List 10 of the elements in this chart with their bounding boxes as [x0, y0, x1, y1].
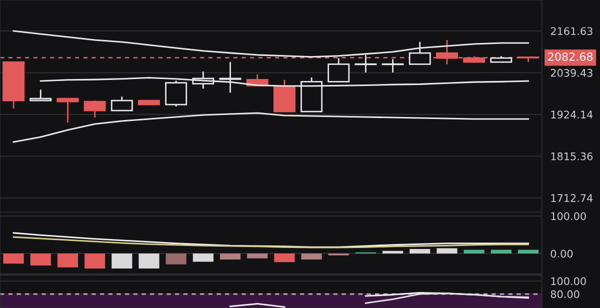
- y-tick-label: 1815.36: [551, 152, 593, 160]
- y-tick-label: 100.00: [551, 277, 586, 286]
- y-tick-label: 1924.14: [551, 110, 593, 119]
- y-tick-label: 1712.74: [551, 194, 593, 202]
- y-tick-label: 0.00: [550, 250, 573, 258]
- y-tick-label: 80.00: [550, 290, 580, 298]
- ref-line-label: 2082.68: [548, 52, 593, 61]
- y-tick-label: 100.00: [551, 212, 586, 220]
- y-tick-label: 2039.43: [550, 68, 592, 77]
- y-tick-label: 2161.63: [550, 27, 592, 36]
